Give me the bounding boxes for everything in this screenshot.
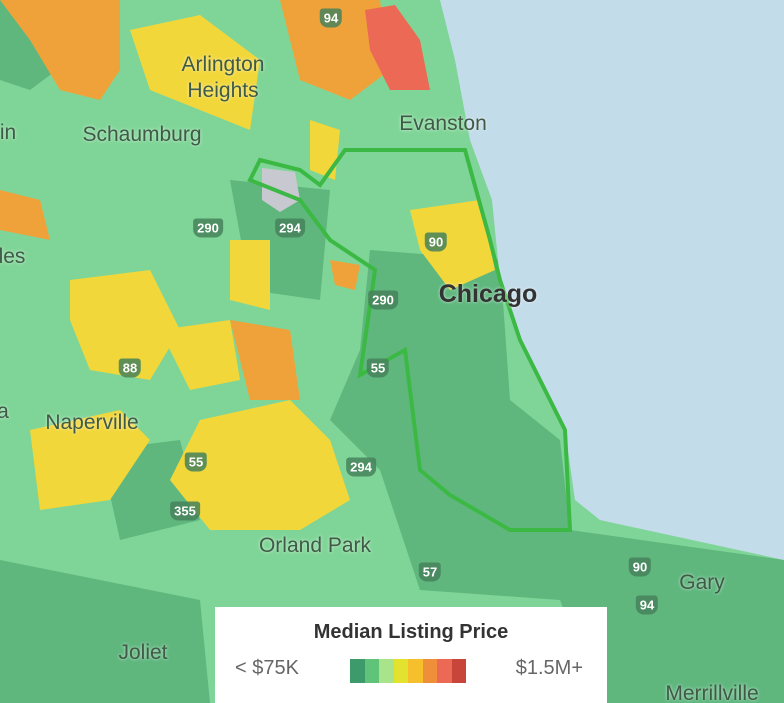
legend-swatch [364,659,379,683]
legend-title: Median Listing Price [313,621,509,643]
highway-shield: 94 [635,595,659,615]
place-label: Chicago [438,280,538,308]
yellow-areas [30,15,495,530]
legend-swatch [379,659,394,683]
legend-swatch [350,659,365,683]
highway-shield: 290 [368,290,398,310]
highway-shield: 294 [346,457,376,477]
red-area [365,5,430,90]
legend-swatch [422,659,437,683]
highway-shield: 55 [184,452,208,472]
legend-min: < $75K [235,657,299,679]
legend-swatch [393,659,408,683]
place-label: Naperville [45,411,139,434]
lake [440,0,784,560]
place-label: a [0,400,9,423]
highway-shield: 55 [366,358,390,378]
orange-areas [0,0,390,400]
legend-swatch [451,659,466,683]
place-label: in [0,121,17,144]
highway-shield: 90 [424,232,448,252]
highway-shield: 294 [275,218,305,238]
highway-shield: 94 [319,8,343,28]
place-label: Gary [679,571,725,594]
gray-area [262,168,300,212]
place-label: Arlington Heights [181,53,265,102]
highway-shield: 290 [193,218,223,238]
legend: Median Listing Price < $75K $1.5M+ [215,607,607,703]
place-label: Evanston [399,112,487,135]
legend-swatch [408,659,423,683]
place-label: Schaumburg [82,123,202,146]
legend-max: $1.5M+ [515,657,583,679]
highway-shield: 57 [418,562,442,582]
highway-shield: 90 [628,557,652,577]
highway-shield: 355 [170,501,200,521]
legend-swatch [437,659,452,683]
place-label: les [0,245,26,268]
place-label: Orland Park [258,534,372,557]
chicago-boundary [247,148,573,532]
place-label: Joliet [118,641,168,664]
legend-swatches [350,659,466,683]
place-label: Merrillville [665,682,759,703]
highway-shield: 88 [118,358,142,378]
